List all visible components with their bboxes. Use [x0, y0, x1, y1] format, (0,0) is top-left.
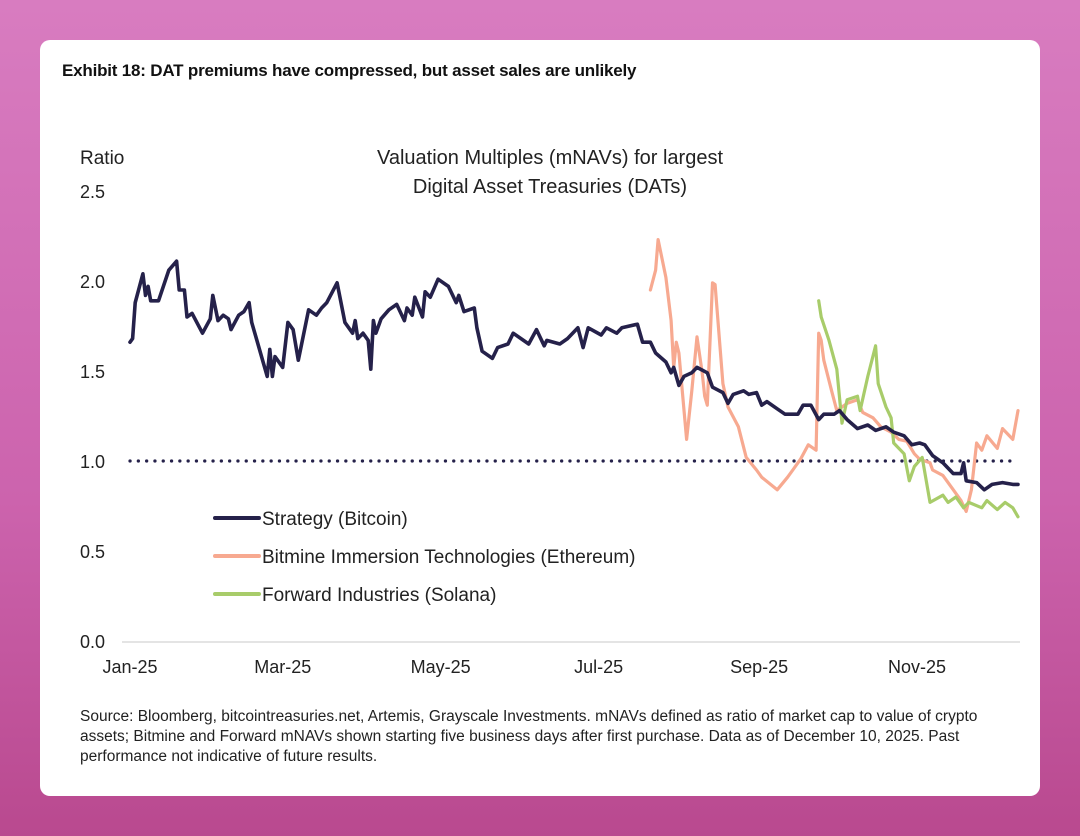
y-tick-label: 1.0 [80, 452, 105, 472]
x-tick-label: Mar-25 [254, 657, 311, 677]
exhibit-title: Exhibit 18: DAT premiums have compressed… [62, 61, 637, 80]
y-tick-label: 0.0 [80, 632, 105, 652]
legend-label: Strategy (Bitcoin) [262, 509, 408, 530]
y-axis-label: Ratio [80, 148, 124, 169]
x-tick-label: May-25 [411, 657, 471, 677]
y-tick-label: 0.5 [80, 542, 105, 562]
legend-label: Bitmine Immersion Technologies (Ethereum… [262, 547, 635, 568]
y-tick-label: 2.0 [80, 272, 105, 292]
series-line-strategy [128, 259, 1020, 492]
chart-title-line-1: Valuation Multiples (mNAVs) for largest [377, 147, 723, 169]
y-tick-label: 1.5 [80, 362, 105, 382]
legend-label: Forward Industries (Solana) [262, 585, 496, 606]
x-tick-label: Jan-25 [102, 657, 157, 677]
source-footnote: Source: Bloomberg, bitcointreasuries.net… [80, 708, 978, 765]
x-tick-label: Nov-25 [888, 657, 946, 677]
chart-title-line-2: Digital Asset Treasuries (DATs) [413, 176, 687, 198]
x-tick-label: Jul-25 [574, 657, 623, 677]
x-tick-label: Sep-25 [730, 657, 788, 677]
y-tick-label: 2.5 [80, 182, 105, 202]
series-line-forward [817, 299, 1020, 519]
